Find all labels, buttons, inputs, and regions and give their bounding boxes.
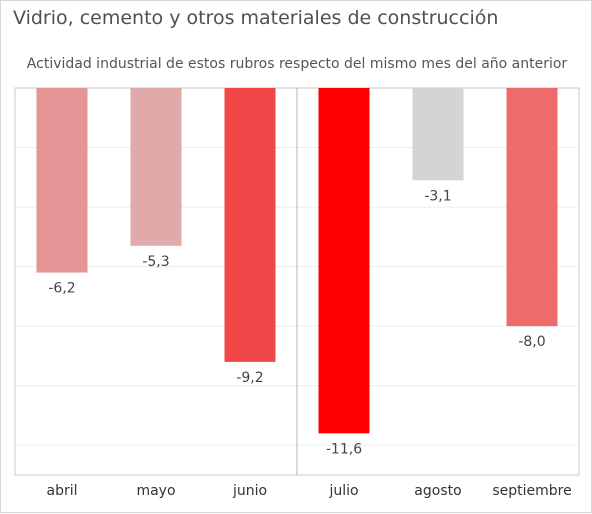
category-label-julio: julio — [328, 483, 358, 499]
bar-agosto[interactable] — [412, 88, 464, 181]
x-axis: abril mayo junio julio agosto septiembre — [46, 483, 571, 499]
value-label-julio: -11,6 — [326, 441, 362, 457]
gridlines — [14, 87, 580, 476]
value-label-junio: -9,2 — [236, 370, 263, 386]
bar-julio[interactable] — [318, 88, 370, 434]
bars — [36, 88, 558, 434]
value-label-septiembre: -8,0 — [518, 334, 545, 350]
chart-title: Vidrio, cemento y otros materiales de co… — [13, 7, 499, 29]
bar-abril[interactable] — [36, 88, 88, 273]
value-label-agosto: -3,1 — [424, 188, 451, 204]
bar-septiembre[interactable] — [506, 88, 558, 327]
bar-junio[interactable] — [224, 88, 276, 362]
category-label-septiembre: septiembre — [492, 483, 571, 499]
category-label-abril: abril — [46, 483, 77, 499]
value-label-mayo: -5,3 — [142, 254, 169, 270]
chart-subtitle: Actividad industrial de estos rubros res… — [26, 56, 568, 72]
value-label-abril: -6,2 — [48, 281, 75, 297]
category-label-mayo: mayo — [136, 483, 175, 499]
category-label-junio: junio — [232, 483, 267, 499]
data-labels: -6,2 -5,3 -9,2 -11,6 -3,1 -8,0 — [48, 188, 545, 457]
category-label-agosto: agosto — [414, 483, 461, 499]
bar-mayo[interactable] — [130, 88, 182, 246]
